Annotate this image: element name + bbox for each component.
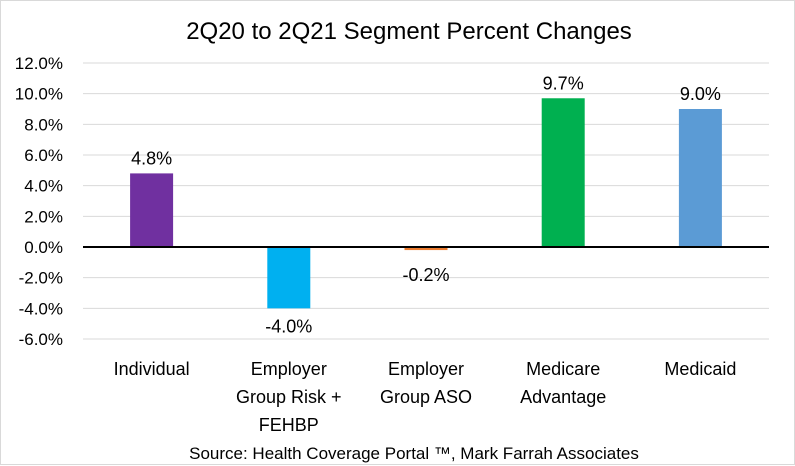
y-tick-label: -6.0% [19,330,63,349]
category-labels: Individual Employer Group Risk + FEHBP Emplo… [114,359,737,435]
data-label: 9.0% [680,84,721,104]
bar [267,247,311,309]
source-note: Source: Health Coverage Portal ™, Mark F… [189,444,639,463]
data-label: -4.0% [265,316,312,336]
category-label: Group Risk + [236,387,342,407]
bars [130,98,722,309]
bar [130,173,174,247]
y-tick-label: -4.0% [19,299,63,318]
y-tick-label: 2.0% [24,207,63,226]
y-tick-label: -2.0% [19,269,63,288]
y-tick-label: 4.0% [24,177,63,196]
bar [541,98,585,248]
category-label: Group ASO [380,387,472,407]
bar [678,109,722,247]
y-tick-label: 12.0% [15,54,63,73]
category-label: FEHBP [259,415,319,435]
y-tick-label: 10.0% [15,85,63,104]
y-tick-label: 0.0% [24,238,63,257]
y-tick-label: 8.0% [24,115,63,134]
data-label: -0.2% [402,265,449,285]
category-label: Employer [251,359,327,379]
data-label: 9.7% [543,73,584,93]
y-tick-label: 6.0% [24,146,63,165]
category-label: Medicare [526,359,600,379]
category-label: Employer [388,359,464,379]
category-label: Individual [114,359,190,379]
data-label: 4.8% [131,148,172,168]
bar [404,247,448,251]
category-label: Medicaid [664,359,736,379]
category-label: Advantage [520,387,606,407]
gridlines [83,62,769,340]
data-labels: 4.8% -4.0% -0.2% 9.7% 9.0% [131,73,721,336]
chart-title: 2Q20 to 2Q21 Segment Percent Changes [186,18,632,45]
y-axis-ticks: 12.0% 10.0% 8.0% 6.0% 4.0% 2.0% 0.0% -2.0% -4.0%… [15,54,63,349]
